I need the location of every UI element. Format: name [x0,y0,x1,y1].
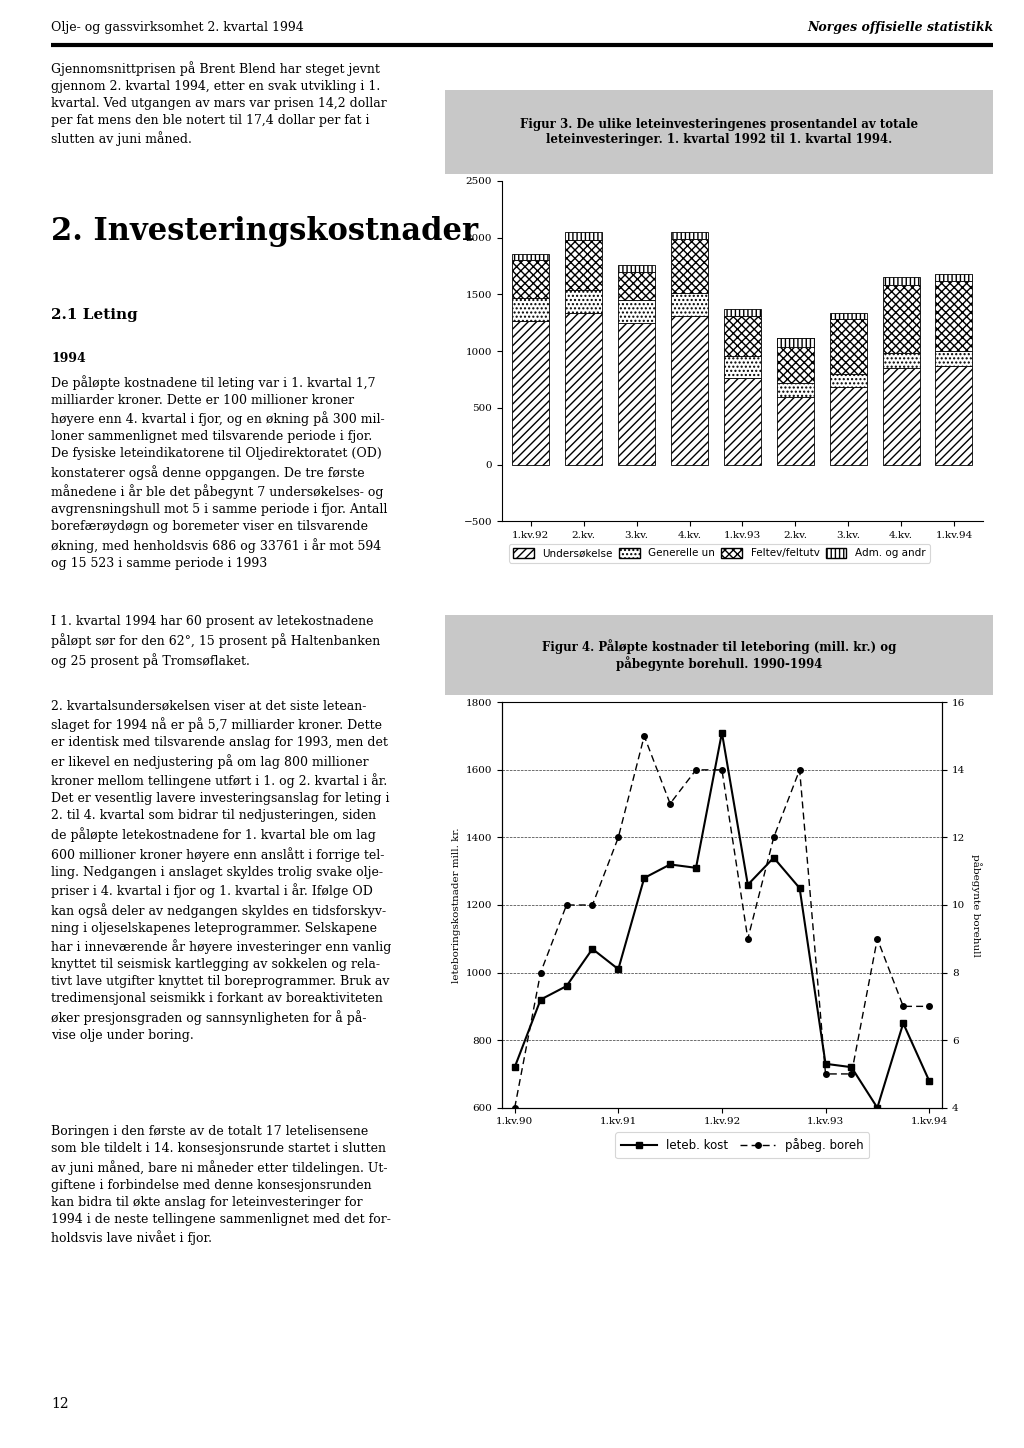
Bar [829,388,866,465]
Bar [671,239,708,294]
leteb. kost [871,1099,884,1116]
Text: Gjennomsnittprisen på Brent Blend har steget jevnt
gjennom 2. kvartal 1994, ette: Gjennomsnittprisen på Brent Blend har st… [51,61,387,146]
Text: 2.1 Leting: 2.1 Leting [51,308,138,323]
påbeg. boreh [871,930,884,947]
påbeg. boreh [535,964,547,982]
Bar [883,285,920,353]
leteb. kost [560,977,572,995]
Bar [777,337,814,346]
Bar [777,337,814,382]
påbeg. boreh [845,1066,857,1083]
Bar [724,310,761,316]
Text: 2. kvartalsundersøkelsen viser at det siste letean-
slaget for 1994 nå er på 5,7: 2. kvartalsundersøkelsen viser at det si… [51,699,391,1043]
Bar [565,240,602,290]
leteb. kost [509,1058,521,1076]
leteb. kost [690,859,702,876]
leteb. kost [897,1015,909,1032]
Bar [512,298,549,320]
Legend: Undersøkelse, Generelle un, Feltev/feltutv, Adm. og andr: Undersøkelse, Generelle un, Feltev/feltu… [509,543,930,563]
påbeg. boreh [768,828,780,846]
Bar [777,382,814,397]
påbeg. boreh [923,998,935,1015]
Text: Figur 3. De ulike leteinvesteringenes prosentandel av totale
leteinvesteringer. : Figur 3. De ulike leteinvesteringenes pr… [520,117,919,146]
Text: 12: 12 [51,1397,69,1410]
Bar [936,274,973,281]
Legend: leteb. kost, påbeg. boreh: leteb. kost, påbeg. boreh [615,1132,869,1158]
Text: I 1. kvartal 1994 har 60 prosent av letekostnadene
påløpt sør for den 62°, 15 pr: I 1. kvartal 1994 har 60 prosent av lete… [51,615,381,668]
Bar [618,300,655,323]
leteb. kost [794,879,806,896]
Text: 2. Investeringskostnader: 2. Investeringskostnader [51,216,478,246]
leteb. kost [741,876,754,893]
Bar [512,253,549,261]
Bar [829,313,866,320]
påbeg. boreh [794,762,806,779]
Text: Olje- og gassvirksomhet 2. kvartal 1994: Olje- og gassvirksomhet 2. kvartal 1994 [51,22,304,33]
Bar [671,232,708,239]
leteb. kost [819,1056,831,1073]
påbeg. boreh [509,1099,521,1116]
Text: Norges offisielle statistikk: Norges offisielle statistikk [807,22,993,33]
påbeg. boreh [587,896,599,914]
Bar [883,368,920,465]
leteb. kost [664,856,676,873]
Bar [936,366,973,465]
Bar [565,313,602,465]
Y-axis label: leteboringskostnader mill. kr.: leteboringskostnader mill. kr. [453,827,462,983]
Bar [618,272,655,300]
leteb. kost [923,1072,935,1089]
Line: leteb. kost: leteb. kost [512,730,932,1111]
Line: påbeg. boreh: påbeg. boreh [512,733,932,1111]
Bar [724,356,761,378]
Bar [936,350,973,366]
påbeg. boreh [897,998,909,1015]
leteb. kost [845,1058,857,1076]
Text: Boringen i den første av de totalt 17 letelisensene
som ble tildelt i 14. konses: Boringen i den første av de totalt 17 le… [51,1125,391,1245]
Bar [671,294,708,316]
Bar [883,278,920,285]
leteb. kost [535,990,547,1008]
Text: 1994: 1994 [51,352,86,365]
påbeg. boreh [560,896,572,914]
leteb. kost [612,960,625,977]
Text: De påløpte kostnadene til leting var i 1. kvartal 1,7
milliarder kroner. Dette e: De påløpte kostnadene til leting var i 1… [51,375,387,571]
Text: Figur 4. Påløpte kostnader til leteboring (mill. kr.) og
påbegynte borehull. 199: Figur 4. Påløpte kostnader til leteborin… [542,639,897,672]
Bar [883,353,920,368]
Bar [671,316,708,465]
leteb. kost [768,849,780,866]
leteb. kost [587,940,599,957]
Bar [618,323,655,465]
Bar [565,232,602,240]
Bar [829,320,866,374]
Bar [829,374,866,388]
Bar [777,397,814,465]
påbeg. boreh [741,930,754,947]
påbeg. boreh [638,727,650,744]
Bar [512,320,549,465]
Bar [936,281,973,350]
Bar [618,265,655,272]
leteb. kost [716,724,728,741]
Bar [565,290,602,313]
påbeg. boreh [612,828,625,846]
påbeg. boreh [819,1066,831,1083]
leteb. kost [638,869,650,886]
Bar [512,261,549,298]
Bar [724,316,761,356]
Y-axis label: påbegynte borehull: påbegynte borehull [971,853,982,957]
påbeg. boreh [690,762,702,779]
Bar [724,378,761,465]
påbeg. boreh [664,795,676,812]
påbeg. boreh [716,762,728,779]
